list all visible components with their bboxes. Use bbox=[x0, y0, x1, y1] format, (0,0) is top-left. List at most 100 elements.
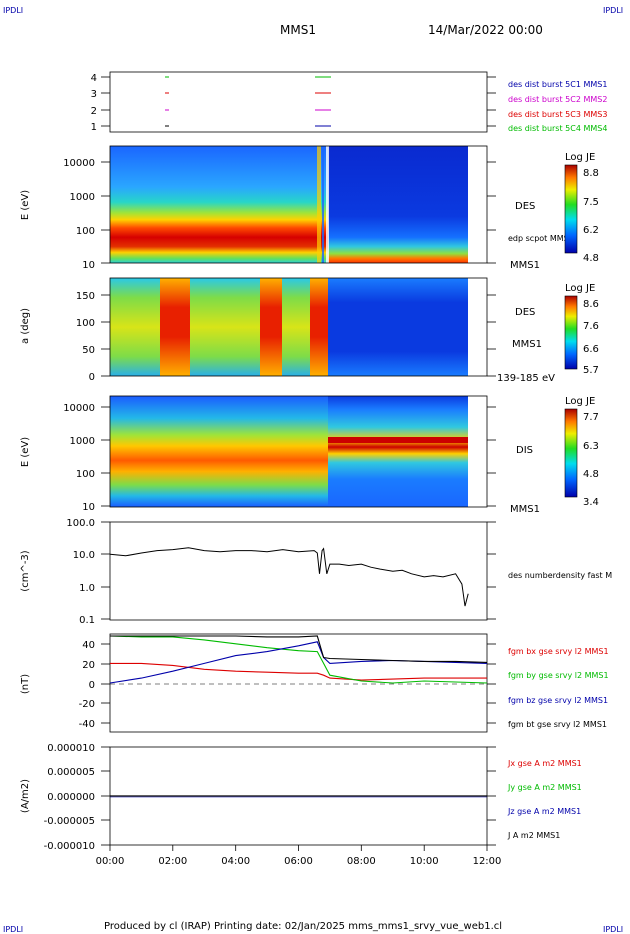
spacecraft-title: MMS1 bbox=[280, 23, 316, 37]
legend-entry: des dist burst 5C2 MMS2 bbox=[508, 95, 607, 104]
tick-label: 20 bbox=[82, 660, 95, 671]
spectrogram-hot bbox=[160, 278, 190, 376]
panel-fgm: (nT) 40 20 0 -20 -40 fgm bx gse srvy l2 … bbox=[20, 633, 609, 733]
fgm-series-line bbox=[110, 662, 487, 681]
tick-label: -0.000005 bbox=[44, 816, 95, 827]
tick-label: 100 bbox=[76, 469, 95, 480]
legend-entry: des dist burst 5C4 MMS4 bbox=[508, 124, 607, 133]
legend-entry: fgm bt gse srvy l2 MMS1 bbox=[508, 720, 607, 729]
tick-label: 3 bbox=[91, 89, 97, 100]
tick-label: 100.0 bbox=[66, 518, 95, 529]
colorbar-tick: 6.3 bbox=[583, 441, 599, 452]
spectrogram bbox=[328, 278, 468, 376]
tick-label: -40 bbox=[79, 719, 95, 730]
legend-entry: J A m2 MMS1 bbox=[507, 831, 560, 840]
spectrogram-boundary bbox=[326, 146, 329, 263]
corner-label-tr: IPDLI bbox=[603, 6, 623, 15]
ion-beam-band bbox=[328, 437, 468, 443]
tick-label: 100 bbox=[76, 226, 95, 237]
colorbar-tick: 5.7 bbox=[583, 365, 599, 376]
fgm-series-line bbox=[110, 635, 488, 663]
fgm-series-group bbox=[109, 635, 488, 684]
tick-label: 1000 bbox=[70, 192, 95, 203]
energy-range-label: 139-185 eV bbox=[497, 373, 555, 384]
panel-current: (A/m2) 0.000010 0.000005 0.000000 -0.000… bbox=[20, 743, 582, 867]
burst-marks bbox=[165, 76, 331, 127]
panel-des-energy: E (eV) 10000 1000 100 10 DES edp scpot M… bbox=[20, 145, 599, 271]
spectrogram-boundary bbox=[322, 146, 324, 263]
colorbar-tick: 8.8 bbox=[583, 168, 599, 179]
burst-legend: des dist burst 5C1 MMS1 des dist burst 5… bbox=[508, 80, 607, 133]
fgm-legend: fgm bx gse srvy l2 MMS1 fgm by gse srvy … bbox=[508, 647, 609, 729]
y-axis-label: (A/m2) bbox=[20, 779, 31, 813]
y-axis-label: (nT) bbox=[20, 674, 31, 694]
legend-entry: fgm bz gse srvy l2 MMS1 bbox=[508, 696, 608, 705]
y-axis-label: E (eV) bbox=[20, 190, 31, 220]
colorbar-title: Log JE bbox=[565, 152, 595, 163]
time-axis: 00:00 02:00 04:00 06:00 08:00 10:00 12:00 bbox=[96, 845, 502, 867]
spectrogram bbox=[328, 396, 468, 507]
colorbar bbox=[564, 408, 578, 498]
tick-label: 1000 bbox=[70, 436, 95, 447]
legend-entry: Jz gse A m2 MMS1 bbox=[507, 807, 581, 816]
tick-label: 0 bbox=[89, 372, 95, 383]
colorbar bbox=[564, 164, 578, 254]
legend-entry: Jx gse A m2 MMS1 bbox=[507, 759, 582, 768]
colorbar-tick: 3.4 bbox=[583, 497, 599, 508]
date-title: 14/Mar/2022 00:00 bbox=[428, 23, 543, 37]
corner-label-br: IPDLI bbox=[603, 925, 623, 934]
tick-label: 1 bbox=[91, 122, 97, 133]
spectrogram bbox=[110, 146, 328, 263]
panel-des-pitch: a (deg) 150 100 50 0 DES MMS1 139-185 eV… bbox=[20, 277, 599, 384]
tick-label: 150 bbox=[76, 291, 95, 302]
spacecraft-label: MMS1 bbox=[512, 339, 542, 350]
tick-label: 10000 bbox=[63, 403, 95, 414]
legend-entry: Jy gse A m2 MMS1 bbox=[507, 783, 582, 792]
spacecraft-label: MMS1 bbox=[510, 260, 540, 271]
spectrogram-hot bbox=[310, 278, 328, 376]
time-tick-label: 04:00 bbox=[221, 856, 250, 867]
spectrogram bbox=[110, 396, 328, 507]
tick-label: -0.000010 bbox=[44, 841, 95, 852]
colorbar-title: Log JE bbox=[565, 396, 595, 407]
time-tick-label: 10:00 bbox=[410, 856, 439, 867]
spectrogram-hot bbox=[260, 278, 282, 376]
spectrogram bbox=[110, 278, 318, 376]
legend-entry: des dist burst 5C1 MMS1 bbox=[508, 80, 607, 89]
panel-dis-energy: E (eV) 10000 1000 100 10 DIS MMS1 Log JE… bbox=[20, 395, 599, 515]
colorbar-tick: 8.6 bbox=[583, 299, 599, 310]
tick-label: 0 bbox=[89, 680, 95, 691]
instrument-label: DES bbox=[515, 201, 535, 212]
colorbar-tick: 4.8 bbox=[583, 469, 599, 480]
tick-label: 2 bbox=[91, 106, 97, 117]
corner-label-bl: IPDLI bbox=[3, 925, 23, 934]
current-legend: Jx gse A m2 MMS1 Jy gse A m2 MMS1 Jz gse… bbox=[507, 759, 582, 840]
colorbar-tick: 7.6 bbox=[583, 321, 599, 332]
colorbar-tick: 4.8 bbox=[583, 253, 599, 264]
colorbar-tick: 6.2 bbox=[583, 225, 599, 236]
spectrogram bbox=[328, 146, 468, 263]
tick-label: -20 bbox=[79, 699, 95, 710]
time-tick-label: 12:00 bbox=[473, 856, 502, 867]
tick-label: 10 bbox=[82, 260, 95, 271]
instrument-label: DES bbox=[515, 307, 535, 318]
fgm-series-line bbox=[109, 635, 488, 684]
legend-entry: des dist burst 5C3 MMS3 bbox=[508, 110, 607, 119]
tick-label: 100 bbox=[76, 318, 95, 329]
tick-label: 10.0 bbox=[73, 550, 95, 561]
colorbar-tick: 6.6 bbox=[583, 344, 599, 355]
colorbar-title: Log JE bbox=[565, 283, 595, 294]
colorbar-tick: 7.7 bbox=[583, 412, 599, 423]
burst-yticks: 4 3 2 1 bbox=[91, 73, 97, 133]
time-tick-label: 00:00 bbox=[96, 856, 125, 867]
legend-entry: fgm by gse srvy l2 MMS1 bbox=[508, 671, 609, 680]
tick-label: 10000 bbox=[63, 158, 95, 169]
density-series-line bbox=[109, 547, 469, 607]
instrument-label: DIS bbox=[516, 445, 533, 456]
tick-label: 50 bbox=[82, 345, 95, 356]
time-tick-label: 02:00 bbox=[158, 856, 187, 867]
overlay-label: edp scpot MMS1 bbox=[508, 234, 574, 243]
colorbar-tick: 7.5 bbox=[583, 197, 599, 208]
tick-label: 0.1 bbox=[79, 615, 95, 626]
tick-label: 1.0 bbox=[79, 583, 95, 594]
